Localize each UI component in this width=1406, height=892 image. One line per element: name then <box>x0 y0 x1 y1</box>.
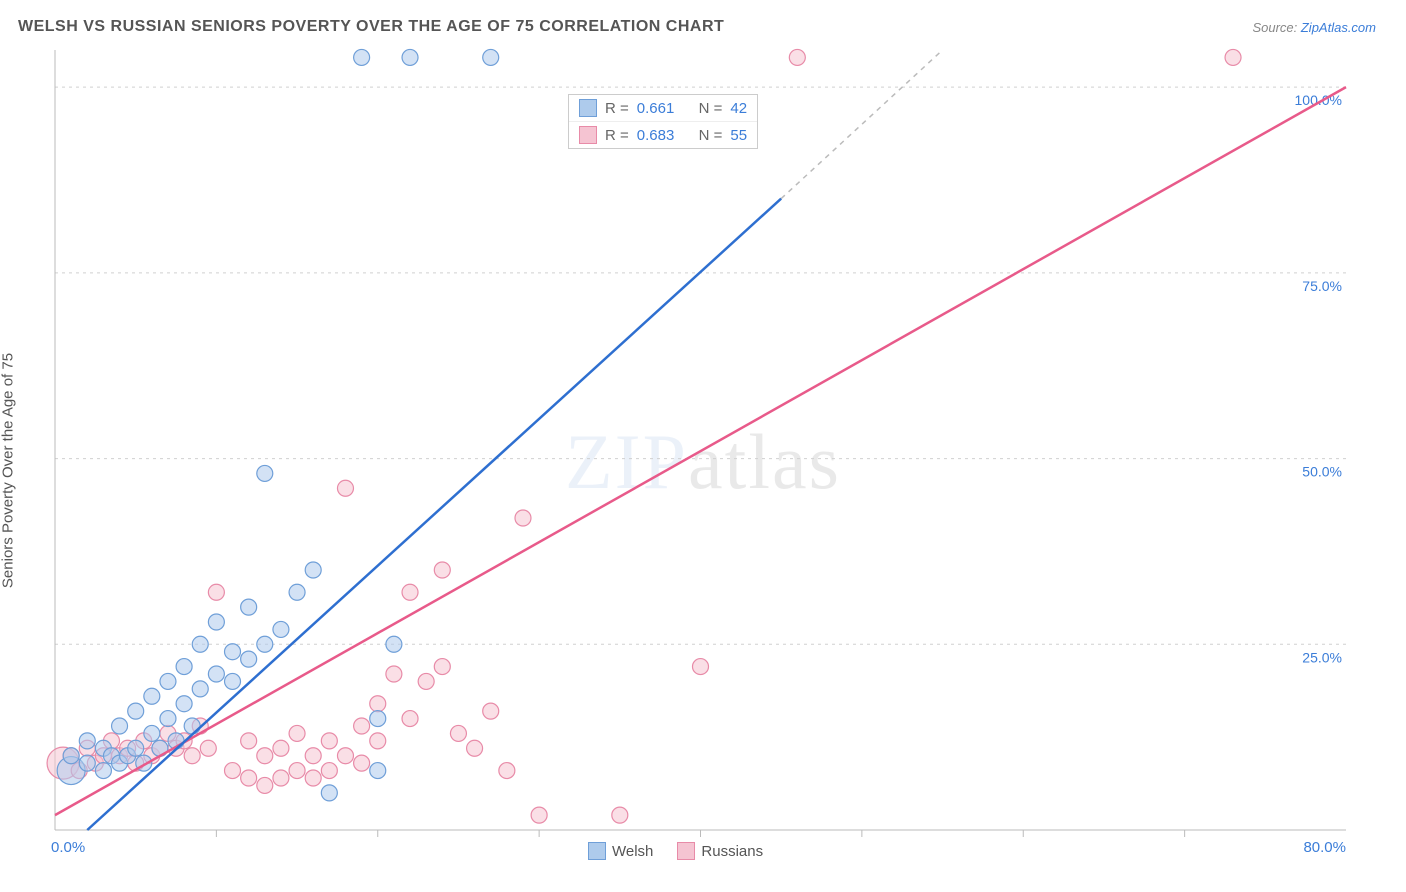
stats-box: R = 0.661 N = 42R = 0.683 N = 55 <box>568 94 758 149</box>
svg-text:0.0%: 0.0% <box>51 839 85 856</box>
chart-title: WELSH VS RUSSIAN SENIORS POVERTY OVER TH… <box>18 18 724 36</box>
swatch-icon <box>677 842 695 860</box>
legend-item-welsh: Welsh <box>588 842 653 860</box>
swatch-icon <box>579 126 597 144</box>
legend-label: Russians <box>701 843 763 860</box>
svg-text:75.0%: 75.0% <box>1302 278 1342 294</box>
svg-text:25.0%: 25.0% <box>1302 649 1342 665</box>
legend-label: Welsh <box>612 843 653 860</box>
stats-row-welsh: R = 0.661 N = 42 <box>569 95 757 121</box>
legend: Welsh Russians <box>580 840 771 862</box>
source-link[interactable]: ZipAtlas.com <box>1301 20 1376 35</box>
source-attribution: Source: ZipAtlas.com <box>1252 20 1376 35</box>
svg-text:80.0%: 80.0% <box>1303 839 1346 856</box>
stats-row-russians: R = 0.683 N = 55 <box>569 121 757 148</box>
scatter-chart: 25.0%50.0%75.0%100.0%0.0%80.0% <box>0 44 1406 880</box>
swatch-icon <box>579 99 597 117</box>
legend-item-russians: Russians <box>677 842 763 860</box>
svg-text:50.0%: 50.0% <box>1302 464 1342 480</box>
swatch-icon <box>588 842 606 860</box>
